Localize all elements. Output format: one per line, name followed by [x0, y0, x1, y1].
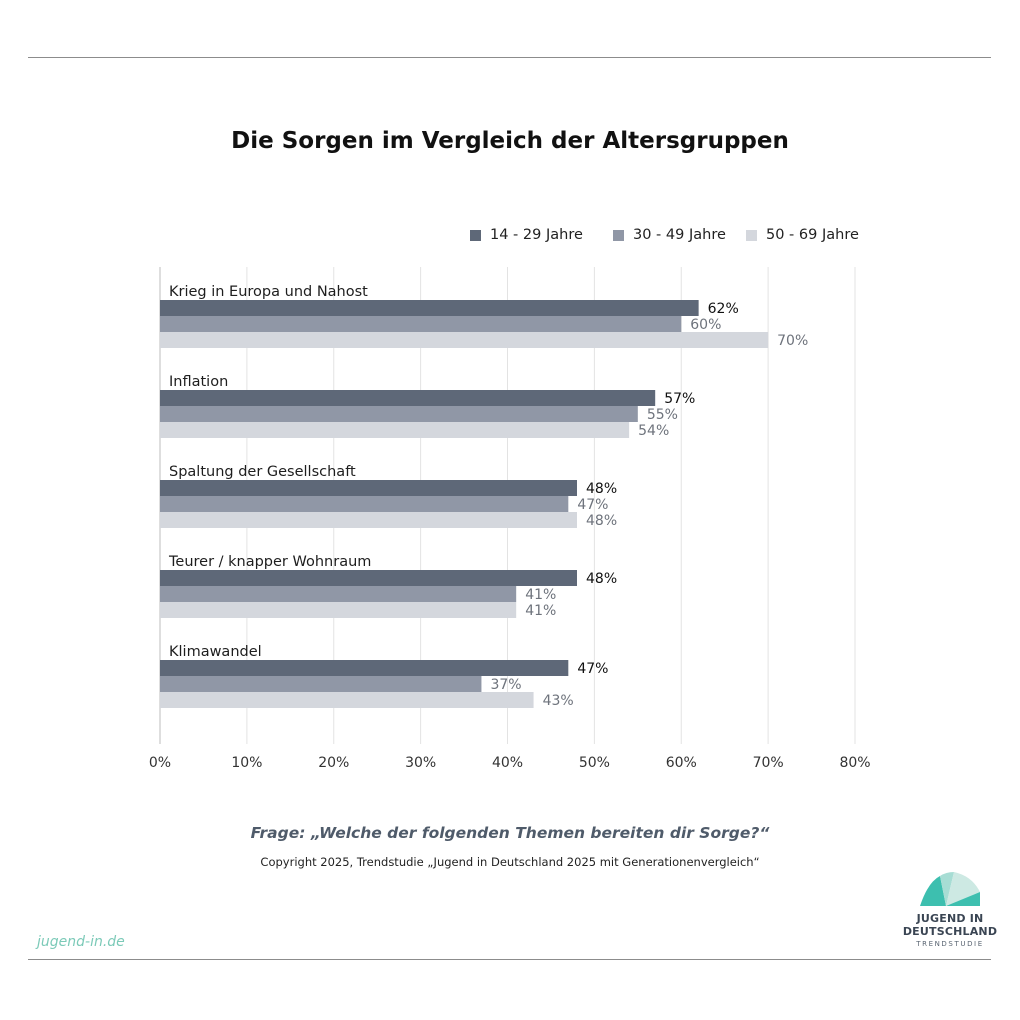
value-label-3-1: 41%	[525, 587, 556, 603]
bar-1-0	[160, 390, 656, 406]
bar-2-1	[160, 496, 569, 512]
chart-title: Die Sorgen im Vergleich der Altersgruppe…	[231, 128, 789, 154]
legend-item-30-49: 30 - 49 Jahre	[613, 227, 726, 243]
bar-4-2	[160, 692, 534, 708]
legend-swatch-50-69	[746, 229, 757, 241]
bar-chart: 0% 10% 20% 30% 40% 50% 60% 70% 80% Krieg in Europ…	[149, 267, 871, 771]
category-label-0: Krieg in Europa und Nahost	[169, 284, 368, 300]
logo-text-line3: TRENDSTUDIE	[916, 940, 984, 948]
bar-0-2	[160, 332, 769, 348]
legend-label-14-29: 14 - 29 Jahre	[490, 227, 583, 243]
logo-mark	[920, 872, 980, 906]
top-divider	[28, 57, 991, 58]
value-label-2-2: 48%	[586, 513, 617, 529]
bottom-divider	[28, 959, 991, 960]
bar-3-2	[160, 602, 517, 618]
x-tick-label-1: 10%	[231, 755, 262, 771]
bar-4-1	[160, 676, 482, 692]
value-label-1-0: 57%	[664, 391, 695, 407]
legend-swatch-30-49	[613, 229, 624, 241]
x-tick-label-7: 70%	[753, 755, 784, 771]
x-tick-label-0: 0%	[149, 755, 171, 771]
jugend-in-deutschland-logo: JUGEND IN DEUTSCHLAND TRENDSTUDIE	[902, 868, 998, 954]
legend-item-14-29: 14 - 29 Jahre	[470, 227, 583, 243]
value-label-0-0: 62%	[708, 301, 739, 317]
value-label-2-1: 47%	[577, 497, 608, 513]
bar-3-1	[160, 586, 517, 602]
x-tick-label-4: 40%	[492, 755, 523, 771]
category-label-1: Inflation	[169, 374, 228, 390]
legend-swatch-14-29	[470, 229, 481, 241]
website-link[interactable]: jugend-in.de	[37, 934, 125, 950]
bar-2-2	[160, 512, 577, 528]
bar-0-1	[160, 316, 682, 332]
value-label-3-2: 41%	[525, 603, 556, 619]
x-tick-label-6: 60%	[666, 755, 697, 771]
bar-3-0	[160, 570, 577, 586]
bar-0-0	[160, 300, 699, 316]
value-label-4-0: 47%	[577, 661, 608, 677]
x-tick-label-3: 30%	[405, 755, 436, 771]
category-label-4: Klimawandel	[169, 644, 262, 660]
copyright-note: Copyright 2025, Trendstudie „Jugend in D…	[260, 855, 760, 869]
value-label-2-0: 48%	[586, 481, 617, 497]
value-label-4-1: 37%	[490, 677, 521, 693]
bar-2-0	[160, 480, 577, 496]
value-label-1-2: 54%	[638, 423, 669, 439]
value-label-0-1: 60%	[690, 317, 721, 333]
logo-text-line1: JUGEND IN	[916, 912, 984, 925]
legend-label-30-49: 30 - 49 Jahre	[633, 227, 726, 243]
legend-label-50-69: 50 - 69 Jahre	[766, 227, 859, 243]
value-label-4-2: 43%	[543, 693, 574, 709]
bar-1-1	[160, 406, 638, 422]
category-label-3: Teurer / knapper Wohnraum	[168, 554, 371, 570]
legend-item-50-69: 50 - 69 Jahre	[746, 227, 859, 243]
x-tick-label-8: 80%	[839, 755, 870, 771]
logo-text-line2: DEUTSCHLAND	[902, 925, 998, 938]
value-label-0-2: 70%	[777, 333, 808, 349]
x-tick-label-2: 20%	[318, 755, 349, 771]
bar-1-2	[160, 422, 630, 438]
survey-question: Frage: „Welche der folgenden Themen bere…	[250, 824, 770, 842]
value-label-3-0: 48%	[586, 571, 617, 587]
x-tick-label-5: 50%	[579, 755, 610, 771]
value-label-1-1: 55%	[647, 407, 678, 423]
bar-4-0	[160, 660, 569, 676]
category-label-2: Spaltung der Gesellschaft	[169, 464, 356, 480]
